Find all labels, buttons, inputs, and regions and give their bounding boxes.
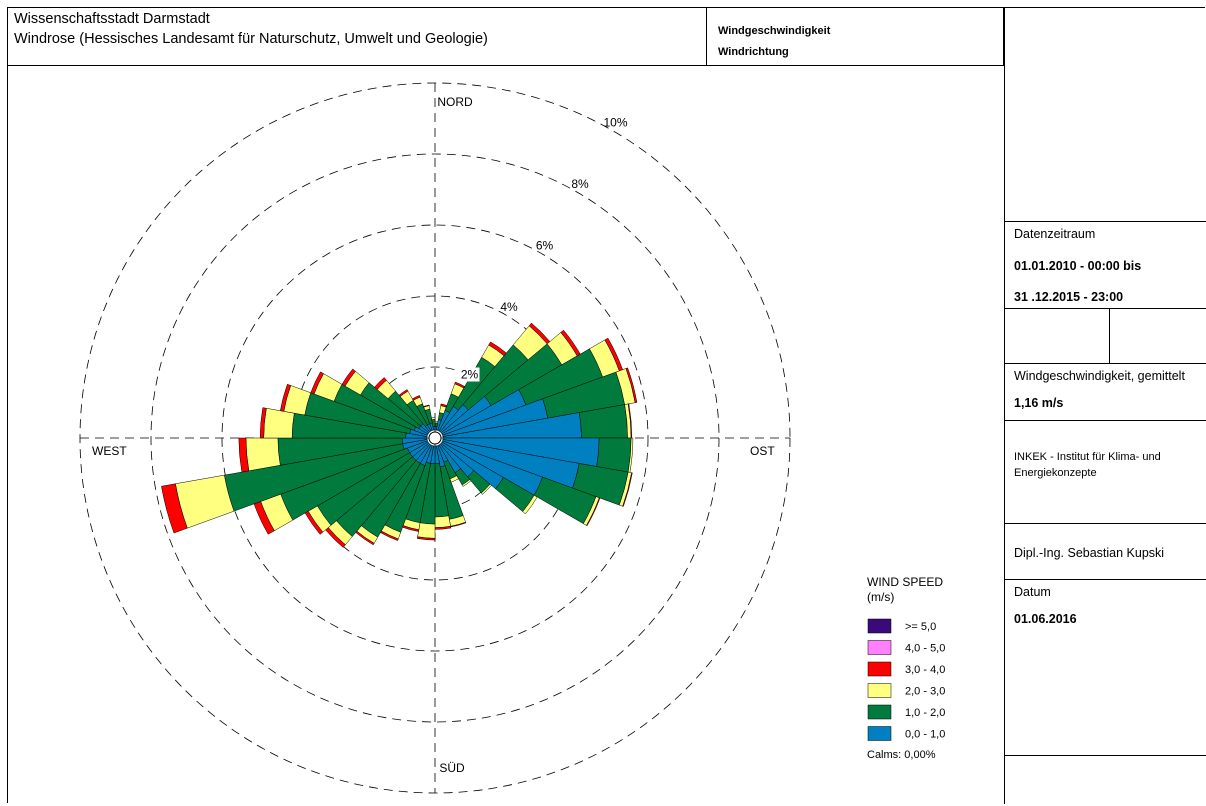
legend-items: >= 5,0 4,0 - 5,0 3,0 - 4,0 2,0 - 3,0 1,0 - 2… (867, 618, 945, 741)
sector-bar-350-0-0-1-0 (432, 426, 436, 431)
direction-label-north: NORD (437, 95, 473, 109)
ring-label-group: 2% 4% 6% 8% 10% (459, 116, 628, 382)
date-value: 01.06.2016 (1014, 612, 1077, 626)
ring-label-10: 10% (603, 116, 627, 130)
legend-swatch (867, 618, 892, 634)
legend-label: 0,0 - 1,0 (905, 729, 945, 741)
legend-swatch (867, 683, 892, 698)
sector-bar-130-2-0-3-0 (480, 483, 492, 495)
legend-calms: Calms: 0,00% (867, 749, 936, 761)
ring-label-6: 6% (536, 239, 554, 253)
header-wind-speed-label: Windgeschwindigkeit (718, 25, 831, 37)
period-from: 01.01.2010 - 00:00 bis (1014, 259, 1142, 273)
ring-label-8: 8% (571, 177, 589, 191)
avg-speed-label: Windgeschwindigkeit, gemittelt (1014, 369, 1185, 383)
ring-label-2: 2% (461, 368, 479, 382)
sidebar-divider (1004, 363, 1206, 364)
header-divider (706, 8, 707, 66)
sector-bar-310-3-0-4-0 (374, 377, 387, 390)
sidebar-divider (1004, 523, 1206, 524)
legend-label: 3,0 - 4,0 (905, 664, 945, 676)
sector-bar-180-3-0-4-0 (416, 536, 436, 541)
sector-bar-70-3-0-4-0 (625, 367, 638, 403)
page-frame (7, 7, 1205, 803)
direction-label-east: OST (750, 444, 775, 458)
sector-bar-170-2-0-3-0 (434, 515, 451, 528)
legend-label: >= 5,0 (905, 621, 936, 633)
sidebar-divider (1004, 221, 1206, 222)
date-label: Datum (1014, 585, 1051, 599)
author-name: Dipl.-Ing. Sebastian Kupski (1014, 546, 1165, 560)
sidebar-divider (1004, 420, 1206, 421)
sector-bar-290-3-0-4-0 (310, 371, 324, 395)
legend-unit: (m/s) (867, 590, 894, 604)
legend-swatch (867, 704, 892, 720)
ring-label-4: 4% (500, 300, 518, 314)
sector-bar-110-3-0-4-0 (586, 497, 601, 527)
legend: WIND SPEED (m/s) >= 5,0 4,0 - 5,0 3,0 - 4,… (867, 575, 945, 761)
legend-label: 1,0 - 2,0 (905, 707, 945, 719)
sector-bar-350-2-0-3-0 (431, 417, 436, 420)
wind-rose-chart: NORD OST SÜD WEST 2% 4% 6% 8% 10% WIND SPEED… (79, 82, 945, 794)
company-line1: INKEK - Institut für Klima- und (1014, 451, 1161, 463)
axis-group (80, 83, 790, 793)
legend-title: WIND SPEED (867, 575, 943, 589)
direction-label-south: SÜD (439, 761, 465, 775)
sector-bar-180-2-0-3-0 (417, 522, 436, 539)
legend-label: 2,0 - 3,0 (905, 686, 945, 698)
avg-speed-value: 1,16 m/s (1014, 396, 1064, 410)
sector-bar-340-3-0-4-0 (423, 404, 430, 408)
page-title: Wissenschaftsstadt Darmstadt (14, 11, 210, 27)
sector-bar-320-3-0-4-0 (398, 389, 409, 397)
ring-8-percent (150, 153, 720, 723)
page-subtitle: Windrose (Hessisches Landesamt für Natur… (14, 31, 488, 47)
sector-bar-300-3-0-4-0 (341, 368, 356, 387)
ring-label-backing (459, 367, 480, 382)
sector-group (161, 322, 638, 548)
sidebar-inner-divider (1109, 308, 1110, 363)
sidebar-divider (1004, 579, 1206, 580)
sector-bar-120-2-0-3-0 (522, 494, 538, 515)
legend-swatch (867, 726, 892, 741)
sidebar-divider (1004, 308, 1206, 309)
company-line2: Energiekonzepte (1014, 467, 1097, 479)
sector-bar-260-2-0-3-0 (245, 437, 281, 472)
sector-bar-100-3-0-4-0 (622, 472, 633, 507)
center-hub (428, 431, 442, 445)
period-label: Datenzeitraum (1014, 227, 1096, 241)
sector-bar-90-1-0-2-0 (596, 437, 632, 473)
period-to: 31 .12.2015 - 23:00 (1014, 290, 1124, 304)
legend-swatch (867, 661, 892, 677)
sector-bar-250-3-0-4-0 (161, 483, 188, 534)
direction-label-west: WEST (92, 444, 127, 458)
sector-bar-140-2-0-3-0 (461, 479, 472, 487)
sidebar-divider (1004, 755, 1206, 756)
sector-bar-270-3-0-4-0 (259, 407, 267, 439)
sector-bar-260-3-0-4-0 (238, 437, 250, 473)
legend-label: 4,0 - 5,0 (905, 643, 945, 655)
header-box (8, 8, 1004, 66)
sector-bar-270-2-0-3-0 (263, 407, 295, 439)
header-wind-direction-label: Windrichtung (718, 46, 789, 58)
info-sidebar (1004, 8, 1206, 804)
legend-swatch (867, 640, 892, 655)
sector-bar-280-3-0-4-0 (279, 383, 292, 412)
sector-bar-330-3-0-4-0 (412, 395, 421, 401)
